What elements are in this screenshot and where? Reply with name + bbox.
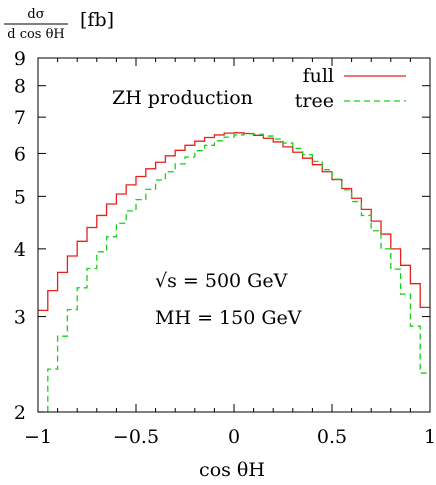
- plot-frame: [37, 57, 431, 413]
- y-label-unit: [fb]: [80, 9, 114, 31]
- y-tick-label: 3: [14, 307, 26, 329]
- annotation-higgs-mass: MH = 150 GeV: [155, 307, 302, 329]
- chart-title: ZH production: [112, 87, 253, 109]
- x-tick-label: −1: [24, 426, 52, 448]
- x-tick-label: −0.5: [113, 426, 159, 448]
- x-tick-label: 0: [228, 426, 240, 448]
- y-label-denominator: d cos θH: [7, 27, 65, 42]
- y-tick-label: 4: [14, 239, 26, 261]
- y-label-numerator: dσ: [27, 7, 44, 22]
- y-axis-label: dσ d cos θH [fb]: [4, 7, 114, 42]
- y-tick-label: 2: [14, 402, 26, 424]
- y-tick-label: 6: [14, 143, 26, 165]
- x-tick-label: 0.5: [317, 426, 347, 448]
- annotation-sqrt-s: √s = 500 GeV: [155, 270, 288, 292]
- legend: full tree: [295, 65, 406, 112]
- y-tick-label: 5: [14, 186, 26, 208]
- x-axis-label: cos θH: [199, 459, 265, 481]
- x-tick-label: 1: [424, 426, 436, 448]
- series-line-tree: [38, 133, 430, 413]
- legend-label-full: full: [303, 65, 334, 87]
- y-tick-label: 9: [14, 48, 26, 70]
- y-tick-label: 7: [14, 107, 26, 129]
- axis-ticks: −1 −0.5 0 0.5 1 2 3 4 5 6 7 8 9: [14, 48, 436, 448]
- legend-label-tree: tree: [295, 90, 334, 112]
- y-tick-label: 8: [14, 76, 26, 98]
- plot-area: [38, 132, 430, 413]
